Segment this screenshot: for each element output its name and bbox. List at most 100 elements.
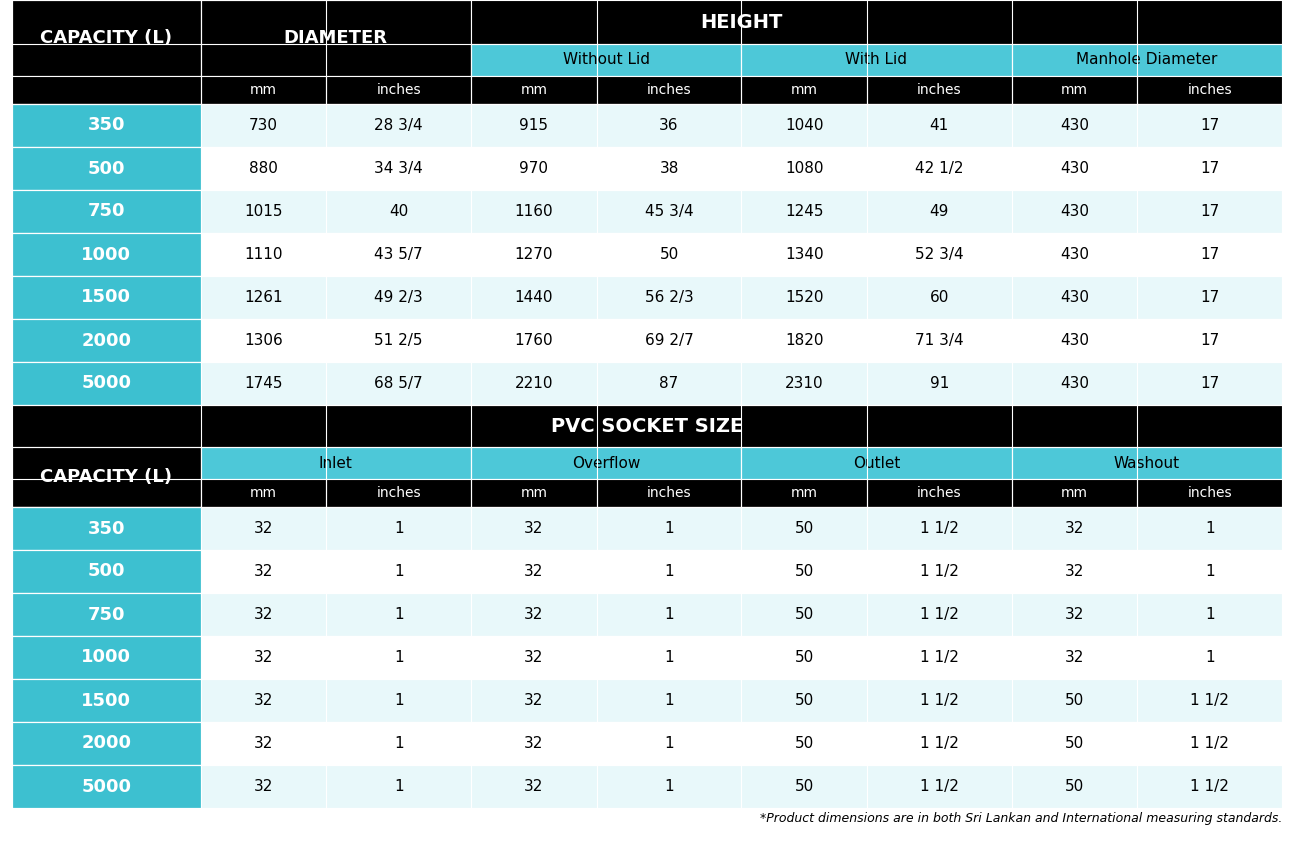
Bar [12,507,1282,550]
Text: 32: 32 [524,736,543,751]
Text: 32: 32 [524,779,543,794]
Text: 17: 17 [1200,161,1219,176]
Text: 1: 1 [393,779,404,794]
Text: CAPACITY (L): CAPACITY (L) [40,29,172,47]
Text: 32: 32 [254,650,273,665]
Text: 91: 91 [929,376,949,391]
Text: mm: mm [520,83,547,97]
Text: 1160: 1160 [515,204,553,219]
Bar [12,679,1282,722]
Text: 87: 87 [660,376,678,391]
Text: Without Lid: Without Lid [563,52,650,68]
Text: 42 1/2: 42 1/2 [915,161,964,176]
Text: inches: inches [917,486,961,500]
Text: 1 1/2: 1 1/2 [920,521,959,536]
Text: 1 1/2: 1 1/2 [920,736,959,751]
Text: 1440: 1440 [515,290,553,305]
Bar [12,722,201,765]
Text: 1: 1 [393,607,404,622]
Bar [201,0,471,76]
Text: 1080: 1080 [785,161,823,176]
Text: Washout: Washout [1114,456,1180,470]
Text: *Product dimensions are in both Sri Lankan and International measuring standards: *Product dimensions are in both Sri Lank… [760,812,1282,825]
Bar [12,319,1282,362]
Text: mm: mm [1061,83,1088,97]
Text: inches: inches [377,83,421,97]
Text: inches: inches [647,83,691,97]
Text: 500: 500 [88,160,126,177]
Bar [1012,44,1282,76]
Text: 32: 32 [1065,607,1084,622]
Bar [12,362,1282,405]
Text: 32: 32 [524,521,543,536]
Text: 915: 915 [519,118,549,133]
Text: 1: 1 [664,650,674,665]
Bar [12,765,1282,808]
Bar [12,550,201,593]
Text: 430: 430 [1060,161,1090,176]
Bar [12,147,1282,190]
Text: 1520: 1520 [785,290,823,305]
Text: 750: 750 [88,202,126,220]
Bar [12,233,201,276]
Text: 50: 50 [795,650,814,665]
Text: 1000: 1000 [82,648,131,667]
Text: 32: 32 [524,564,543,579]
Text: 50: 50 [1065,779,1084,794]
Text: 1306: 1306 [245,333,283,348]
Text: inches: inches [377,486,421,500]
Text: 34 3/4: 34 3/4 [374,161,423,176]
Text: 17: 17 [1200,376,1219,391]
Text: 1: 1 [1205,607,1215,622]
Bar [12,104,1282,147]
Text: 36: 36 [659,118,679,133]
Text: 32: 32 [524,607,543,622]
Text: 32: 32 [254,607,273,622]
Text: inches: inches [647,486,691,500]
Bar [201,447,471,479]
Text: 32: 32 [1065,521,1084,536]
Text: 1 1/2: 1 1/2 [1190,736,1229,751]
Text: 40: 40 [389,204,409,219]
Text: 32: 32 [254,521,273,536]
Text: 1: 1 [393,564,404,579]
Text: 430: 430 [1060,376,1090,391]
Text: 32: 32 [254,564,273,579]
Text: 17: 17 [1200,290,1219,305]
Text: Manhole Diameter: Manhole Diameter [1077,52,1218,68]
Text: 1 1/2: 1 1/2 [920,607,959,622]
Text: 17: 17 [1200,247,1219,262]
Bar [12,405,1282,447]
Text: 32: 32 [524,693,543,708]
Text: 1: 1 [664,564,674,579]
Text: 1 1/2: 1 1/2 [920,650,959,665]
Bar [1012,0,1282,44]
Bar [12,276,201,319]
Bar [201,479,1282,507]
Text: mm: mm [1061,486,1088,500]
Text: 50: 50 [795,607,814,622]
Text: 51 2/5: 51 2/5 [374,333,423,348]
Text: 1040: 1040 [785,118,823,133]
Text: 50: 50 [795,564,814,579]
Bar [12,76,1282,104]
Text: 5000: 5000 [82,778,131,795]
Text: 1: 1 [664,607,674,622]
Text: 430: 430 [1060,333,1090,348]
Text: 1760: 1760 [515,333,553,348]
Text: 1820: 1820 [785,333,823,348]
Text: 350: 350 [88,520,126,537]
Text: 730: 730 [248,118,278,133]
Text: 52 3/4: 52 3/4 [915,247,964,262]
Text: 2310: 2310 [785,376,823,391]
Text: 1745: 1745 [245,376,282,391]
Text: 750: 750 [88,606,126,623]
Bar [471,447,741,479]
Text: 41: 41 [929,118,949,133]
Text: inches: inches [1188,486,1232,500]
Text: 2000: 2000 [82,332,131,350]
Text: 1261: 1261 [245,290,283,305]
Text: 350: 350 [88,116,126,135]
Text: 49: 49 [929,204,949,219]
Text: 1: 1 [393,736,404,751]
